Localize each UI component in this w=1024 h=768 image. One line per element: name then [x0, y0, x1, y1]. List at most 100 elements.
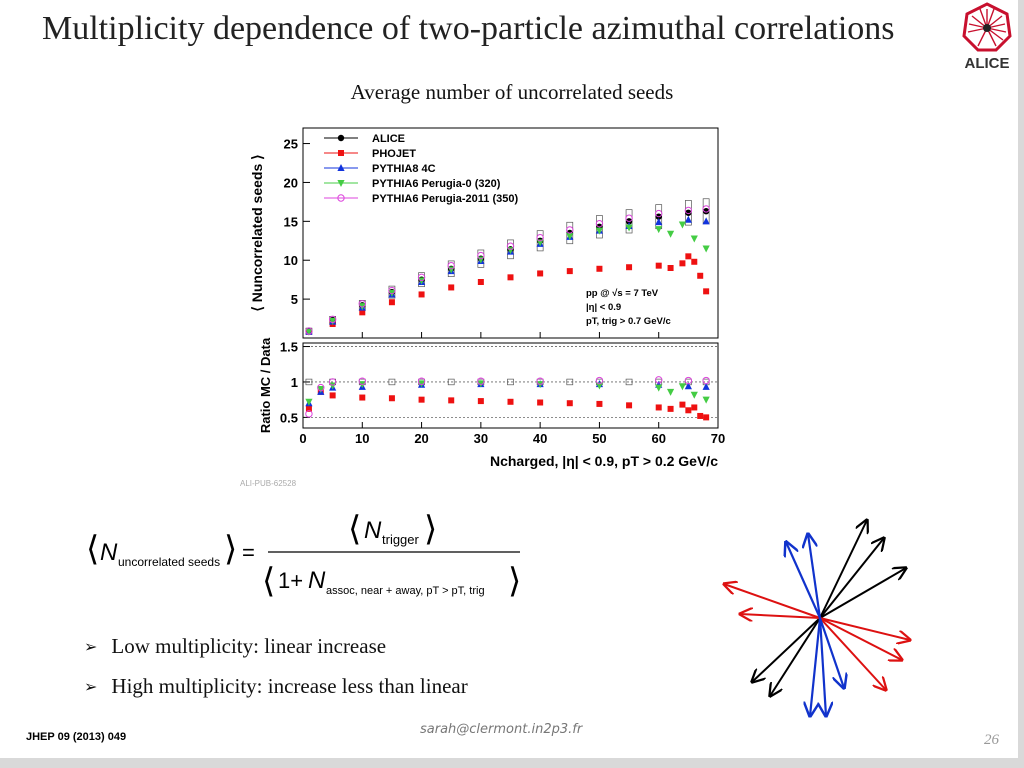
- legend-marker: [337, 194, 345, 202]
- ratio-point: [477, 398, 484, 405]
- x-tick-label: 30: [474, 431, 488, 446]
- data-point: [536, 233, 544, 242]
- ratio-syst-box: [305, 378, 313, 386]
- chart-subtitle: Average number of uncorrelated seeds: [350, 80, 674, 104]
- ratio-y-tick-label: 0.5: [280, 410, 298, 425]
- ratio-point: [655, 376, 663, 384]
- ratio-point: [697, 412, 704, 419]
- ratio-point: [537, 399, 544, 406]
- data-point: [595, 219, 604, 228]
- legend-entry: ALICE: [372, 133, 405, 145]
- data-point: [329, 317, 337, 325]
- formula-lhs: N: [100, 539, 118, 566]
- data-point: [537, 270, 544, 277]
- ratio-syst-box: [447, 378, 455, 386]
- y-tick-label: 15: [284, 214, 298, 229]
- ratio-syst-box: [507, 378, 514, 386]
- y-tick-label: 10: [284, 253, 298, 268]
- ratio-point: [417, 380, 426, 388]
- chart-annotation: pp @ √s = 7 TeV: [586, 288, 659, 299]
- data-point: [359, 309, 366, 316]
- data-point: [626, 264, 633, 271]
- data-point: [685, 209, 692, 216]
- data-point: [305, 328, 313, 336]
- ratio-point: [684, 382, 692, 390]
- ratio-point: [417, 377, 426, 385]
- ratio-point: [595, 382, 604, 390]
- data-point: [685, 253, 692, 260]
- y-tick-label: 25: [284, 137, 298, 152]
- ratio-point: [655, 384, 663, 392]
- alice-logo-text: ALICE: [965, 55, 1010, 72]
- ratio-point: [678, 383, 687, 391]
- svg-text:⟩: ⟩: [424, 510, 437, 548]
- ratio-point: [536, 377, 544, 385]
- ratio-point: [359, 394, 366, 401]
- ratio-y-tick-label: 1.5: [280, 340, 298, 355]
- arrow-bullet-icon: ➢: [84, 676, 98, 696]
- legend-marker: [337, 180, 345, 187]
- data-point: [448, 284, 455, 291]
- legend-marker: [337, 134, 345, 142]
- ratio-point: [317, 383, 325, 392]
- data-point: [536, 239, 544, 247]
- ratio-point: [418, 396, 425, 403]
- alice-logo-icon: [962, 2, 1012, 52]
- x-tick-label: 0: [299, 431, 306, 446]
- data-point: [477, 251, 485, 260]
- bullet-text: Low multiplicity: linear increase: [111, 633, 387, 658]
- legend-marker: [338, 150, 344, 156]
- data-point: [388, 299, 395, 306]
- page-number: 26: [984, 732, 999, 748]
- data-point: [305, 327, 313, 335]
- ratio-point: [666, 388, 675, 396]
- red-arrows: [724, 584, 910, 690]
- formula-den-one: 1+: [278, 568, 303, 593]
- ratio-point: [448, 397, 455, 404]
- data-point: [667, 265, 674, 271]
- data-point: [690, 235, 698, 243]
- ratio-y-tick-label: 1: [291, 375, 298, 390]
- ratio-point: [305, 410, 313, 418]
- formula-equals: =: [242, 540, 255, 565]
- ratio-point: [566, 400, 573, 407]
- legend-entry: PYTHIA6 Perugia-0 (320): [372, 178, 501, 190]
- data-point: [666, 230, 675, 238]
- ratio-point: [685, 407, 692, 414]
- data-point: [507, 274, 514, 281]
- legend-entry: PYTHIA8 4C: [372, 163, 436, 175]
- formula-num-sub: trigger: [382, 532, 420, 547]
- ratio-point: [477, 377, 485, 385]
- seed-arrows-diagram: [712, 510, 922, 725]
- ratio-syst-box: [566, 378, 574, 386]
- ratio-point: [684, 376, 693, 385]
- svg-text:⟨: ⟨: [348, 510, 361, 548]
- ratio-point: [358, 377, 366, 385]
- y-tick-label: 20: [284, 175, 298, 190]
- data-point: [684, 206, 693, 215]
- ratio-point: [679, 401, 686, 408]
- data-point: [655, 262, 662, 269]
- svg-text:⟨: ⟨: [86, 530, 99, 568]
- data-point: [655, 226, 663, 234]
- ratio-point: [691, 404, 698, 411]
- data-point: [691, 258, 698, 265]
- pub-id: ALI-PUB-62528: [240, 479, 297, 488]
- data-point: [684, 215, 692, 223]
- ratio-point: [690, 391, 698, 399]
- x-tick-label: 70: [711, 431, 725, 446]
- bullet-item: ➢ Low multiplicity: linear increase: [84, 626, 468, 666]
- legend-entry: PHOJET: [372, 148, 416, 160]
- data-point: [447, 261, 455, 270]
- legend-entry: PYTHIA6 Perugia-2011 (350): [372, 193, 518, 205]
- ratio-point: [477, 380, 485, 388]
- journal-reference: JHEP 09 (2013) 049: [26, 731, 127, 743]
- x-axis-label: Ncharged, |η| < 0.9, pT > 0.2 GeV/c: [490, 453, 718, 469]
- data-point: [566, 268, 573, 275]
- ratio-point: [329, 392, 336, 399]
- black-arrows: [752, 520, 906, 696]
- bullet-item: ➢ High multiplicity: increase less than …: [84, 666, 468, 706]
- top-panel-frame: [302, 127, 719, 339]
- ratio-point: [328, 378, 337, 386]
